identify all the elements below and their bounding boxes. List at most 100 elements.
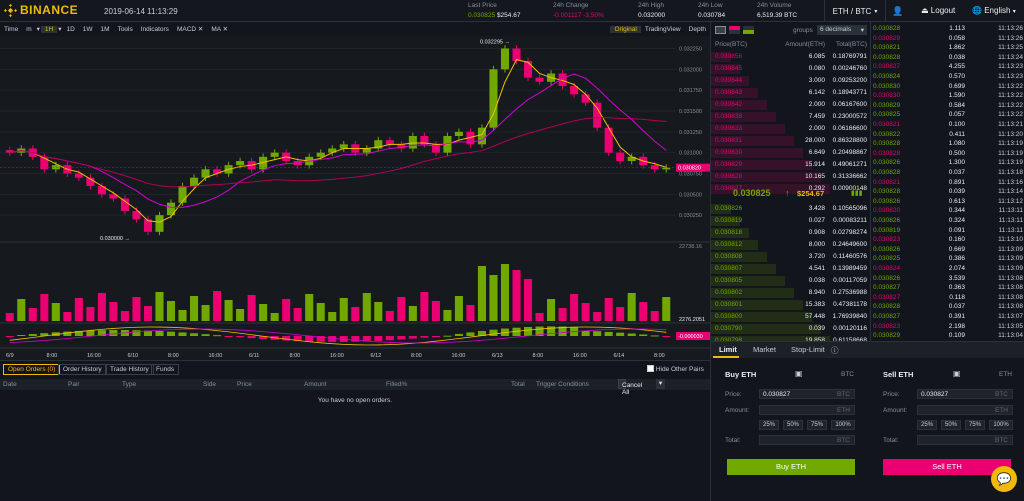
trade-amount: 0.344 xyxy=(948,207,965,215)
cancel-all-button[interactable]: Cancel All xyxy=(618,379,642,396)
sell-amount-input[interactable]: ETH xyxy=(917,405,1013,415)
interval-1d[interactable]: 1D xyxy=(66,25,75,33)
price-chart[interactable]: 0.032250 0.032000 0.031750 0.031500 0.031250… xyxy=(0,36,710,360)
buy-amount-input[interactable]: ETH xyxy=(759,405,855,415)
time-tick-label: 6/14 xyxy=(614,353,625,359)
sell-pct-100[interactable]: 100% xyxy=(989,420,1013,430)
volume-stat: 24h Volume 6,519.39 BTC xyxy=(757,2,797,19)
ask-row[interactable]: 0.030842 2.000 0.06167600 xyxy=(711,100,871,110)
indicators-menu[interactable]: Indicators xyxy=(140,25,169,33)
buy-button[interactable]: Buy ETH xyxy=(727,459,855,475)
ask-row[interactable]: 0.030829 15.914 0.49061271 xyxy=(711,160,871,170)
bid-row[interactable]: 0.030790 0.039 0.00120116 xyxy=(711,324,871,334)
bid-row[interactable]: 0.030807 4.541 0.13989459 xyxy=(711,264,871,274)
sell-pct-50[interactable]: 50% xyxy=(941,420,961,430)
bid-row[interactable]: 0.030802 8.940 0.27536988 xyxy=(711,288,871,298)
pair-selector[interactable]: ETH / BTC ▾ xyxy=(824,0,886,22)
bid-price: 0.030819 xyxy=(715,217,743,224)
volume-bar xyxy=(63,312,72,321)
sell-pct-25[interactable]: 25% xyxy=(917,420,937,430)
macd-bar xyxy=(86,330,95,336)
trade-time: 11:13:16 xyxy=(998,178,1023,186)
view-tradingview[interactable]: TradingView xyxy=(644,25,681,33)
tab-order-history[interactable]: Order History xyxy=(58,364,107,375)
ask-row[interactable]: 0.030830 6.649 0.20498867 xyxy=(711,148,871,158)
buy-pct-25[interactable]: 25% xyxy=(759,420,779,430)
help-icon[interactable]: ⓘ xyxy=(831,346,839,355)
ma-toggle[interactable]: MA ✕ xyxy=(207,25,232,33)
view-both-icon[interactable] xyxy=(715,26,726,34)
ask-row[interactable]: 0.030844 3.000 0.09253200 xyxy=(711,76,871,86)
buy-pct-100[interactable]: 100% xyxy=(831,420,855,430)
macd-bar xyxy=(443,335,452,337)
sell-button[interactable]: Sell ETH xyxy=(883,459,1011,475)
interval-1m[interactable]: 1M xyxy=(100,25,110,33)
ask-row[interactable]: 0.030831 28.000 0.86328800 xyxy=(711,136,871,146)
decimals-select[interactable]: 6 decimals ▾ xyxy=(817,25,867,35)
macd-bar xyxy=(547,326,556,336)
view-original[interactable]: Original xyxy=(610,25,641,33)
price-tick-label: 0.030750 xyxy=(679,172,702,178)
bid-row[interactable]: 0.030818 0.908 0.02798274 xyxy=(711,228,871,238)
tab-open-orders[interactable]: Open Orders (0) xyxy=(3,364,61,375)
buy-price-input[interactable]: 0.030827 BTC xyxy=(759,389,855,399)
ask-row[interactable]: 0.030838 7.459 0.23000572 xyxy=(711,112,871,122)
ask-row[interactable]: 0.030828 10.165 0.31336662 xyxy=(711,172,871,182)
bid-row[interactable]: 0.030819 0.027 0.00083211 xyxy=(711,216,871,226)
ask-row[interactable]: 0.030856 6.085 0.18769791 xyxy=(711,52,871,62)
bid-amount: 0.039 xyxy=(808,325,825,332)
close-icon[interactable]: ✕ xyxy=(197,26,204,33)
bid-row[interactable]: 0.030805 0.038 0.00117059 xyxy=(711,276,871,286)
ask-row[interactable]: 0.030843 6.142 0.18943771 xyxy=(711,88,871,98)
tab-trade-history[interactable]: Trade History xyxy=(105,364,154,375)
macd-bar xyxy=(351,336,360,342)
interval-1h[interactable]: 1H xyxy=(40,25,58,33)
view-depth[interactable]: Depth xyxy=(688,25,706,33)
tab-funds[interactable]: Funds xyxy=(151,364,180,375)
tab-stop-limit[interactable]: Stop-Limit xyxy=(791,345,825,354)
bid-row[interactable]: 0.030826 3.428 0.10565096 xyxy=(711,204,871,214)
interval-1w[interactable]: 1W xyxy=(82,25,93,33)
ask-amount: 15.914 xyxy=(805,161,825,168)
tools-menu[interactable]: Tools xyxy=(117,25,133,33)
sell-price-input[interactable]: 0.030827 BTC xyxy=(917,389,1013,399)
close-icon[interactable]: ✕ xyxy=(222,26,229,33)
macd-bar xyxy=(74,330,83,336)
trade-price: 0.030826 xyxy=(873,245,901,253)
caret-down-icon[interactable]: ▾ xyxy=(36,26,40,33)
ask-row[interactable]: 0.030827 0.292 0.00900148 xyxy=(711,184,871,194)
ask-row[interactable]: 0.030833 2.000 0.06166600 xyxy=(711,124,871,134)
tab-limit[interactable]: Limit xyxy=(719,345,737,354)
volume-label: 24h Volume xyxy=(757,2,792,9)
buy-total-input[interactable]: BTC xyxy=(759,435,855,445)
hide-other-pairs[interactable]: Hide Other Pairs xyxy=(647,365,704,373)
ask-row[interactable]: 0.030845 0.080 0.00246760 xyxy=(711,64,871,74)
checkbox[interactable] xyxy=(647,365,654,372)
buy-pct-50[interactable]: 50% xyxy=(783,420,803,430)
view-asks-icon[interactable] xyxy=(729,26,740,34)
interval-minutes[interactable]: m xyxy=(26,25,32,33)
user-icon[interactable]: 👤 xyxy=(892,6,904,16)
binance-logo[interactable]: BINANCE xyxy=(4,3,78,17)
chat-support-icon[interactable]: 💬 xyxy=(991,466,1017,492)
caret-down-icon[interactable]: ▾ xyxy=(58,26,62,33)
caret-down-icon[interactable]: ▾ xyxy=(656,379,665,389)
language-selector[interactable]: 🌐 English ▾ xyxy=(972,6,1016,15)
bid-row[interactable]: 0.030808 3.720 0.11460576 xyxy=(711,252,871,262)
bid-row[interactable]: 0.030812 8.000 0.24649600 xyxy=(711,240,871,250)
macd-bar xyxy=(466,332,475,336)
volume-bar xyxy=(339,298,348,321)
caret-down-icon: ▾ xyxy=(874,8,878,15)
volume-bar xyxy=(74,298,83,321)
tab-market[interactable]: Market xyxy=(753,345,776,354)
bid-row[interactable]: 0.030801 15.383 0.47381178 xyxy=(711,300,871,310)
sell-total-input[interactable]: BTC xyxy=(917,435,1013,445)
logout-button[interactable]: ⏏ Logout xyxy=(921,6,955,15)
volume-bar xyxy=(190,296,199,321)
macd-bar xyxy=(581,330,590,336)
buy-pct-75[interactable]: 75% xyxy=(807,420,827,430)
sell-pct-75[interactable]: 75% xyxy=(965,420,985,430)
bid-row[interactable]: 0.030800 57.448 1.76939840 xyxy=(711,312,871,322)
view-bids-icon[interactable] xyxy=(743,26,754,34)
macd-toggle[interactable]: MACD ✕ xyxy=(173,25,207,33)
